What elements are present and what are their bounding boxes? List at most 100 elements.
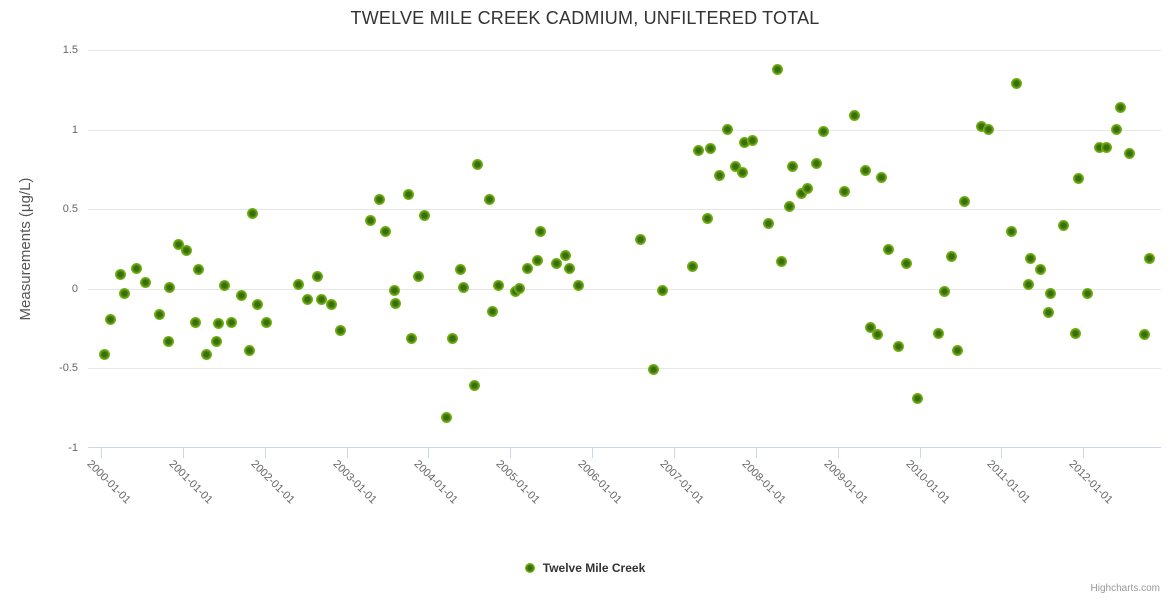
data-point[interactable] bbox=[1081, 288, 1093, 300]
data-point[interactable] bbox=[247, 208, 258, 220]
data-point[interactable] bbox=[796, 187, 808, 199]
data-point[interactable] bbox=[201, 348, 213, 360]
data-point[interactable] bbox=[189, 316, 201, 328]
data-point[interactable] bbox=[418, 210, 430, 222]
data-point[interactable] bbox=[945, 251, 957, 263]
data-point[interactable] bbox=[119, 288, 131, 300]
data-point[interactable] bbox=[864, 321, 876, 333]
data-point[interactable] bbox=[405, 332, 417, 344]
data-point[interactable] bbox=[104, 313, 116, 325]
data-point[interactable] bbox=[1058, 219, 1070, 231]
data-point[interactable] bbox=[522, 262, 533, 274]
data-point[interactable] bbox=[951, 345, 963, 357]
data-point[interactable] bbox=[535, 225, 547, 237]
data-point[interactable] bbox=[838, 186, 850, 198]
data-point[interactable] bbox=[373, 194, 385, 206]
data-point[interactable] bbox=[1035, 264, 1047, 276]
data-point[interactable] bbox=[939, 286, 951, 298]
data-point[interactable] bbox=[1042, 307, 1054, 319]
data-point[interactable] bbox=[212, 318, 224, 330]
data-point[interactable] bbox=[1123, 147, 1135, 159]
data-point[interactable] bbox=[243, 345, 255, 357]
data-point[interactable] bbox=[976, 120, 988, 132]
data-point[interactable] bbox=[235, 289, 247, 301]
legend-item-twelve-mile-creek[interactable]: Twelve Mile Creek bbox=[524, 561, 645, 575]
data-point[interactable] bbox=[1022, 278, 1034, 290]
data-point[interactable] bbox=[440, 412, 452, 424]
data-point[interactable] bbox=[225, 316, 237, 328]
data-point[interactable] bbox=[98, 348, 110, 360]
data-point[interactable] bbox=[335, 324, 347, 336]
data-point[interactable] bbox=[180, 245, 192, 257]
data-point[interactable] bbox=[402, 189, 414, 201]
data-point[interactable] bbox=[413, 270, 425, 282]
data-point[interactable] bbox=[458, 281, 470, 293]
data-point[interactable] bbox=[164, 281, 176, 293]
data-point[interactable] bbox=[801, 183, 813, 194]
data-point[interactable] bbox=[513, 283, 525, 295]
data-point[interactable] bbox=[762, 218, 774, 230]
data-point[interactable] bbox=[721, 124, 733, 136]
data-point[interactable] bbox=[292, 278, 304, 290]
data-point[interactable] bbox=[932, 327, 944, 339]
data-point[interactable] bbox=[747, 135, 759, 147]
data-point[interactable] bbox=[1045, 288, 1056, 300]
data-point[interactable] bbox=[912, 393, 924, 405]
data-point[interactable] bbox=[702, 213, 714, 225]
data-point[interactable] bbox=[982, 124, 994, 136]
data-point[interactable] bbox=[260, 316, 272, 328]
data-point[interactable] bbox=[1010, 77, 1022, 89]
data-point[interactable] bbox=[1144, 253, 1156, 265]
data-point[interactable] bbox=[729, 160, 741, 172]
data-point[interactable] bbox=[1111, 124, 1123, 136]
data-point[interactable] bbox=[162, 335, 174, 347]
data-point[interactable] bbox=[1101, 141, 1113, 153]
data-point[interactable] bbox=[559, 249, 571, 261]
data-point[interactable] bbox=[876, 171, 888, 183]
data-point[interactable] bbox=[1025, 253, 1037, 265]
data-point[interactable] bbox=[1070, 327, 1082, 339]
data-point[interactable] bbox=[959, 195, 971, 207]
data-point[interactable] bbox=[153, 308, 165, 320]
data-point[interactable] bbox=[192, 264, 204, 276]
data-point[interactable] bbox=[705, 143, 717, 155]
data-point[interactable] bbox=[1094, 141, 1106, 153]
data-point[interactable] bbox=[531, 254, 543, 266]
data-point[interactable] bbox=[210, 335, 222, 347]
data-point[interactable] bbox=[130, 262, 142, 274]
data-point[interactable] bbox=[379, 225, 391, 237]
data-point[interactable] bbox=[139, 276, 151, 288]
data-point[interactable] bbox=[454, 264, 466, 276]
data-point[interactable] bbox=[657, 284, 669, 296]
data-point[interactable] bbox=[714, 170, 726, 182]
data-point[interactable] bbox=[882, 243, 894, 255]
data-point[interactable] bbox=[486, 305, 498, 317]
data-point[interactable] bbox=[115, 268, 127, 280]
data-point[interactable] bbox=[783, 200, 795, 212]
data-point[interactable] bbox=[738, 136, 750, 148]
data-point[interactable] bbox=[301, 294, 313, 306]
data-point[interactable] bbox=[311, 270, 323, 282]
data-point[interactable] bbox=[634, 233, 646, 245]
data-point[interactable] bbox=[1114, 101, 1126, 113]
data-point[interactable] bbox=[325, 299, 337, 311]
data-point[interactable] bbox=[251, 299, 263, 311]
data-point[interactable] bbox=[737, 167, 749, 179]
data-point[interactable] bbox=[771, 63, 783, 75]
data-point[interactable] bbox=[468, 380, 480, 392]
data-point[interactable] bbox=[687, 261, 699, 272]
data-point[interactable] bbox=[483, 194, 495, 206]
data-point[interactable] bbox=[1072, 173, 1084, 185]
data-point[interactable] bbox=[892, 340, 904, 352]
highcharts-credits-link[interactable]: Highcharts.com bbox=[1090, 583, 1160, 594]
data-point[interactable] bbox=[572, 280, 584, 292]
data-point[interactable] bbox=[172, 238, 184, 250]
data-point[interactable] bbox=[388, 284, 400, 296]
data-point[interactable] bbox=[390, 297, 402, 309]
data-point[interactable] bbox=[219, 280, 231, 292]
data-point[interactable] bbox=[472, 159, 484, 171]
data-point[interactable] bbox=[563, 262, 575, 274]
data-point[interactable] bbox=[492, 280, 504, 292]
data-point[interactable] bbox=[446, 332, 458, 344]
data-point[interactable] bbox=[872, 329, 884, 341]
